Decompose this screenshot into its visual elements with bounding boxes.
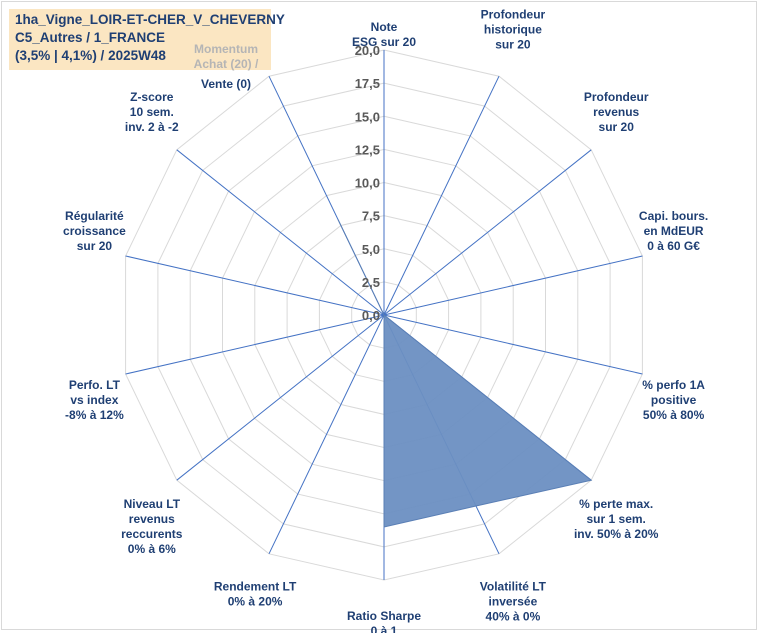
- axis-label-line: historique: [484, 22, 542, 36]
- axis-label-line: % perte max.: [579, 497, 653, 511]
- chart-title-line-3: (3,5% | 4,1%) / 2025W48: [15, 48, 166, 63]
- axis-label-line: Niveau LT: [124, 497, 181, 511]
- series-area: [337, 219, 593, 528]
- tick-label: 20,0: [355, 43, 380, 58]
- tick-layer: 0,0 2,5 5,0 7,5 10,0 12,5 15,0 17,5 20,0: [355, 43, 380, 323]
- axis-label-line: Volatilité LT: [480, 580, 547, 594]
- axis-label-line: Vente (0): [201, 77, 251, 91]
- axis-spoke: [383, 149, 592, 316]
- axis-spoke: [383, 75, 500, 316]
- axis-spoke: [383, 314, 643, 375]
- tick-label: 5,0: [362, 242, 380, 257]
- axis-label-line: vs index: [70, 393, 118, 407]
- legend-line-2: Achat (20) /: [193, 57, 259, 71]
- axis-label-line: ESG sur 20: [352, 35, 416, 49]
- axis-label: % perte max.sur 1 sem.inv. 50% à 20%: [574, 497, 659, 541]
- axis-label-line: Perfo. LT: [69, 378, 121, 392]
- axis-label-line: Régularité: [65, 209, 124, 223]
- axis-label-line: 0% à 20%: [228, 595, 283, 609]
- axis-label-line: Capi. bours.: [639, 209, 708, 223]
- series-layer: [337, 219, 593, 528]
- chart-title-line-2: C5_Autres / 1_FRANCE: [15, 30, 166, 45]
- legend-line-1: Momentum: [194, 42, 258, 56]
- axis-label-line: positive: [651, 393, 697, 407]
- tick-label: 0,0: [362, 308, 380, 323]
- axis-spoke: [125, 314, 385, 375]
- axis-label-line: reccurents: [121, 527, 183, 541]
- axis-label-line: 0 à 60 G€: [647, 239, 700, 253]
- axis-label-line: 0 à 1: [371, 624, 398, 633]
- axis-label-line: 0% à 6%: [128, 542, 176, 556]
- tick-label: 2,5: [362, 275, 380, 290]
- axis-spoke: [125, 255, 385, 316]
- axis-label-line: -8% à 12%: [65, 408, 124, 422]
- tick-label: 15,0: [355, 109, 380, 124]
- axis-label-line: 40% à 0%: [486, 610, 541, 624]
- axis-label-line: Ratio Sharpe: [347, 609, 421, 623]
- axis-label-line: croissance: [63, 224, 126, 238]
- axis-label: Vente (0): [201, 77, 251, 91]
- axis-label: Rendement LT0% à 20%: [214, 580, 297, 609]
- axis-spoke: [176, 149, 385, 316]
- axis-spoke: [383, 255, 643, 316]
- tick-label: 12,5: [355, 142, 380, 157]
- spoke-layer: [125, 50, 643, 580]
- legend-label: Momentum Achat (20) /: [184, 42, 268, 72]
- chart-title-box: 1ha_Vigne_LOIR-ET-CHER_V_CHEVERNY C5_Aut…: [9, 9, 285, 70]
- axis-label-line: Profondeur: [584, 90, 649, 104]
- tick-label: 7,5: [362, 209, 380, 224]
- axis-label-line: inversée: [489, 595, 538, 609]
- axis-label-line: Z-score: [130, 90, 174, 104]
- axis-label-line: inv. 50% à 20%: [574, 527, 659, 541]
- axis-label-line: 50% à 80%: [643, 408, 705, 422]
- axis-label-line: sur 1 sem.: [587, 512, 646, 526]
- axis-label-line: sur 20: [599, 120, 635, 134]
- axis-label-line: sur 20: [495, 37, 531, 51]
- axis-label-line: Profondeur: [481, 7, 546, 21]
- axis-spoke: [268, 314, 385, 555]
- axis-label-line: revenus: [593, 105, 639, 119]
- tick-label: 10,0: [355, 176, 380, 191]
- axis-spoke: [176, 314, 385, 481]
- axis-label-line: en MdEUR: [644, 224, 704, 238]
- axis-label-line: Note: [371, 20, 398, 34]
- tick-label: 17,5: [355, 76, 380, 91]
- axis-label-line: % perfo 1A: [642, 378, 705, 392]
- axis-label-line: sur 20: [77, 239, 113, 253]
- axis-label-line: revenus: [129, 512, 175, 526]
- axis-label-line: inv. 2 à -2: [125, 120, 179, 134]
- axis-label-line: 10 sem.: [130, 105, 174, 119]
- axis-label-line: Rendement LT: [214, 580, 297, 594]
- chart-title-line-1: 1ha_Vigne_LOIR-ET-CHER_V_CHEVERNY: [15, 12, 285, 27]
